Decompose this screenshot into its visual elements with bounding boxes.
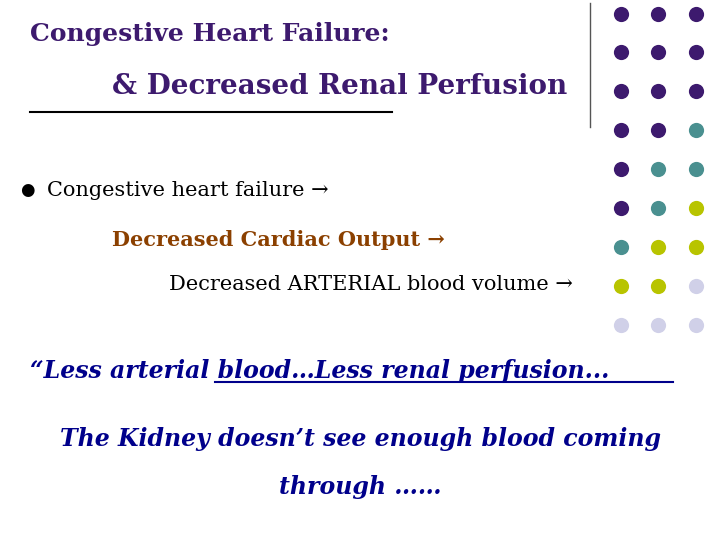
Point: [615, 87, 626, 96]
Point: [690, 126, 701, 134]
Point: [690, 281, 701, 290]
Text: Decreased Cardiac Output →: Decreased Cardiac Output →: [112, 230, 444, 249]
Point: [652, 48, 664, 57]
Text: through ……: through ……: [279, 475, 441, 499]
Text: Decreased ARTERIAL blood volume →: Decreased ARTERIAL blood volume →: [169, 275, 573, 294]
Point: [652, 9, 664, 18]
Point: [652, 281, 664, 290]
Point: [690, 165, 701, 173]
Point: [690, 87, 701, 96]
Point: [652, 87, 664, 96]
Point: [652, 126, 664, 134]
Point: [615, 126, 626, 134]
Point: [652, 320, 664, 329]
Point: [690, 204, 701, 212]
Point: [615, 204, 626, 212]
Text: Congestive heart failure →: Congestive heart failure →: [47, 181, 328, 200]
Point: [615, 165, 626, 173]
Point: [615, 9, 626, 18]
Text: The Kidney doesn’t see enough blood coming: The Kidney doesn’t see enough blood comi…: [60, 427, 660, 450]
Point: [690, 242, 701, 251]
Point: [615, 281, 626, 290]
Point: [690, 48, 701, 57]
Point: [652, 242, 664, 251]
Point: [690, 320, 701, 329]
Point: [615, 242, 626, 251]
Point: [652, 204, 664, 212]
Point: [615, 320, 626, 329]
Text: “Less arterial blood…Less renal perfusion...: “Less arterial blood…Less renal perfusio…: [30, 359, 610, 383]
Text: Congestive Heart Failure:: Congestive Heart Failure:: [30, 22, 390, 45]
Text: ●: ●: [20, 181, 35, 199]
Text: & Decreased Renal Perfusion: & Decreased Renal Perfusion: [112, 73, 567, 100]
Point: [652, 165, 664, 173]
Point: [615, 48, 626, 57]
Point: [690, 9, 701, 18]
